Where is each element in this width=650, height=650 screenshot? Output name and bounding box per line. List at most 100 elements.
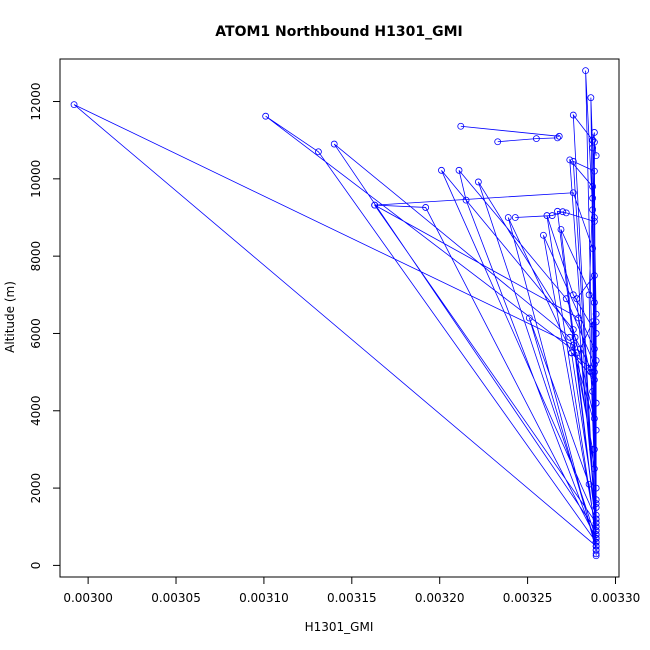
series-line <box>515 211 563 218</box>
x-tick-label: 0.00300 <box>63 591 113 605</box>
y-tick-label: 8000 <box>29 241 43 272</box>
data-point <box>262 112 270 120</box>
data-point <box>562 295 570 303</box>
data-point <box>592 550 600 558</box>
data-point <box>592 310 600 318</box>
data-point <box>562 209 570 217</box>
data-point <box>559 208 567 216</box>
y-axis: 0 2000 4000 6000 8000 10000 12000 <box>29 82 61 570</box>
data-point <box>576 345 584 353</box>
plot-points <box>70 67 600 560</box>
data-point <box>532 135 540 143</box>
x-tick-label: 0.00320 <box>415 591 465 605</box>
data-point <box>371 201 379 209</box>
data-point <box>592 330 600 337</box>
data-point <box>589 318 597 326</box>
data-point <box>589 206 597 214</box>
data-point <box>590 360 598 368</box>
data-point <box>592 511 600 519</box>
data-point <box>590 129 598 136</box>
data-point <box>592 519 600 527</box>
data-point <box>566 156 574 164</box>
data-point <box>462 196 470 204</box>
data-point <box>592 357 600 364</box>
data-point <box>590 299 598 306</box>
data-point <box>592 538 600 546</box>
data-point <box>569 326 577 334</box>
data-point <box>540 231 547 239</box>
data-point <box>557 226 565 233</box>
y-tick-label: 10000 <box>29 160 43 198</box>
data-point <box>555 132 563 140</box>
data-point <box>592 496 600 504</box>
data-point <box>587 94 595 102</box>
data-point <box>554 207 561 215</box>
y-tick-label: 12000 <box>29 82 43 120</box>
data-point <box>571 333 579 341</box>
x-axis-label: H1301_GMI <box>305 620 374 634</box>
x-tick-label: 0.00330 <box>591 591 641 605</box>
data-point <box>592 527 600 535</box>
data-point <box>592 399 600 407</box>
data-point <box>592 318 600 326</box>
data-point <box>589 446 597 453</box>
data-point <box>568 349 575 357</box>
data-point <box>457 122 465 130</box>
y-tick-label: 2000 <box>29 473 43 504</box>
data-point <box>589 136 597 144</box>
data-point <box>592 534 600 542</box>
series-line <box>460 125 560 137</box>
data-point <box>590 272 598 279</box>
data-point <box>543 212 551 219</box>
data-point <box>592 152 600 160</box>
data-point <box>592 531 600 538</box>
y-tick-label: 4000 <box>29 396 43 427</box>
data-point <box>592 542 600 550</box>
x-tick-label: 0.00315 <box>327 591 377 605</box>
data-point <box>569 291 577 299</box>
plot-lines <box>73 70 597 556</box>
x-tick-label: 0.00310 <box>239 591 289 605</box>
data-point <box>590 415 598 422</box>
data-point <box>474 178 482 186</box>
data-point <box>566 333 574 341</box>
y-axis-label: Altitude (m) <box>3 281 17 353</box>
data-point <box>585 480 593 488</box>
data-point <box>589 245 597 252</box>
y-tick-label: 0 <box>29 562 43 570</box>
data-point <box>590 376 598 384</box>
data-point <box>494 138 502 146</box>
chart-title: ATOM1 Northbound H1301_GMI <box>215 24 462 40</box>
data-point <box>592 426 600 434</box>
data-point <box>511 214 519 221</box>
data-point <box>330 140 338 148</box>
data-point <box>589 194 597 202</box>
data-point <box>525 314 533 322</box>
data-point <box>592 484 600 492</box>
data-point <box>438 166 445 174</box>
data-point <box>590 345 598 353</box>
data-point <box>590 167 598 175</box>
data-point <box>70 101 78 109</box>
data-point <box>589 388 597 395</box>
data-point <box>455 166 463 174</box>
data-point <box>569 158 577 165</box>
data-point <box>587 364 595 372</box>
data-point <box>590 446 598 453</box>
data-point <box>590 217 598 225</box>
data-point <box>422 204 430 211</box>
y-tick-label: 6000 <box>29 318 43 349</box>
data-point <box>575 314 582 322</box>
data-point <box>592 500 600 507</box>
data-point <box>590 368 598 376</box>
data-point <box>569 111 577 119</box>
data-point <box>585 291 593 299</box>
data-point <box>592 546 600 554</box>
series-line <box>73 70 597 556</box>
data-point <box>569 341 577 349</box>
series-line <box>497 137 558 143</box>
x-tick-label: 0.00325 <box>503 591 553 605</box>
data-point <box>569 189 577 197</box>
